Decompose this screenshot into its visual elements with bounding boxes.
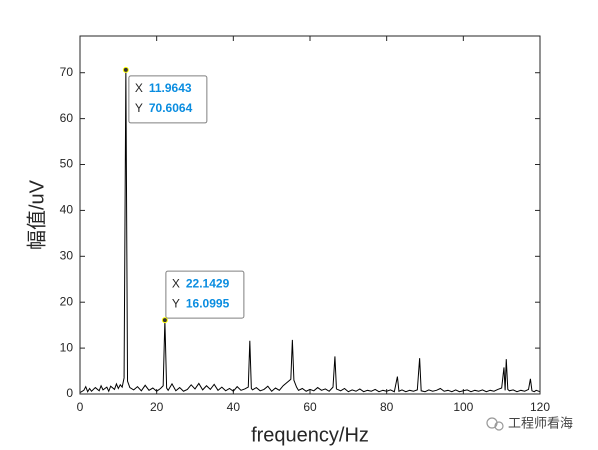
datatip-x-value: 22.1429 [186,276,230,290]
x-tick-label: 60 [303,400,317,414]
y-tick-label: 50 [60,157,74,171]
datatip-y-label: Y [172,296,180,310]
y-tick-label: 40 [60,203,74,217]
datatip-x-label: X [172,276,180,290]
watermark: 工程师看海 [508,415,573,430]
axes-box [79,35,541,395]
watermark-icon [486,417,504,431]
spectrum-line [79,69,541,394]
y-tick-label: 20 [60,294,74,308]
y-tick-label: 70 [60,65,74,79]
y-axis-label: 幅值/uV [25,179,48,250]
datatip-x-value: 11.9643 [149,81,192,95]
x-tick-label: 40 [227,400,241,414]
x-tick-label: 80 [380,400,394,414]
datatip-marker [122,66,129,73]
datatip: X 11.9643 Y 70.6064 [122,66,208,124]
datatip-box [165,270,245,319]
datatip-x-label: X [135,81,143,95]
y-tick-label: 30 [60,248,74,262]
datatip-y-value: 16.0995 [186,296,230,310]
x-tick-label: 100 [453,400,473,414]
y-tick-label: 0 [66,386,73,400]
x-tick-label: 20 [150,400,164,414]
datatip-marker [161,317,168,324]
x-axis-label: frequency/Hz [251,424,369,446]
y-tick-label: 10 [60,340,74,354]
x-tick-label: 120 [530,400,550,414]
y-tick-label: 60 [60,111,74,125]
datatip-box [128,75,208,124]
datatip-y-label: Y [135,101,143,115]
datatip: X 22.1429 Y 16.0995 [161,270,245,324]
x-tick-label: 0 [77,400,84,414]
datatip-y-value: 70.6064 [149,101,193,115]
